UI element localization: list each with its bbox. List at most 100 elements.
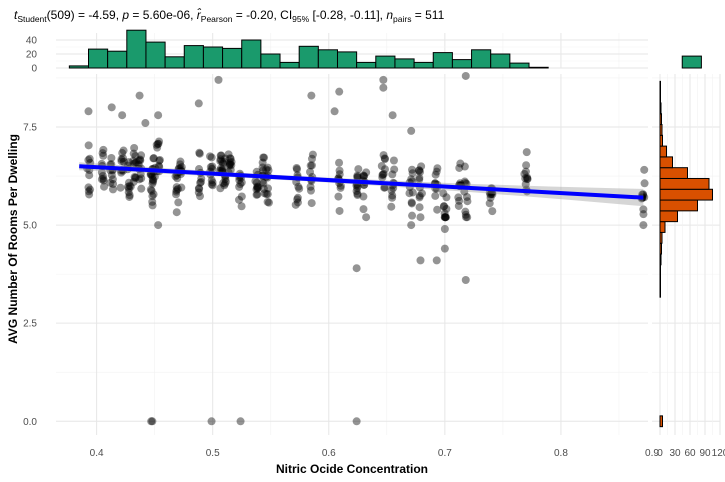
scatter-point <box>218 159 227 168</box>
scatter-point <box>521 180 530 189</box>
scatter-point <box>207 153 216 162</box>
scatter-point <box>352 187 361 196</box>
scatter-point <box>148 197 157 206</box>
scatter-point <box>379 169 388 178</box>
scatter-point <box>207 417 216 426</box>
scatter-point <box>117 155 126 164</box>
scatter-point <box>260 153 269 162</box>
scatter-point <box>124 158 133 167</box>
scatter-point <box>251 177 260 186</box>
scatter-point <box>106 178 115 187</box>
scatter-point <box>130 143 139 152</box>
scatter-point <box>439 202 448 211</box>
scatter-point <box>264 184 272 193</box>
scatter-point <box>639 210 648 219</box>
scatter-point <box>252 167 261 176</box>
scatter-point <box>440 202 448 211</box>
right-histogram-bar <box>659 415 663 428</box>
scatter-point <box>408 188 417 197</box>
scatter-point <box>208 164 216 173</box>
x-tick-label: 0.4 <box>90 448 104 459</box>
scatter-point <box>454 193 463 202</box>
scatter-point <box>380 183 389 192</box>
scatter-point <box>253 184 262 193</box>
right-x-tick-label: 90 <box>699 448 711 459</box>
top-histogram-bar <box>451 59 473 69</box>
scatter-point <box>335 166 344 175</box>
scatter-point <box>417 189 426 198</box>
right-x-tick-label: 120 <box>712 448 725 459</box>
scatter-point <box>259 179 268 188</box>
right-histogram-bar <box>659 188 713 201</box>
top-histogram-bar <box>107 50 128 69</box>
scatter-point <box>307 91 316 100</box>
scatter-point <box>263 163 272 172</box>
right-histogram-bar <box>659 124 663 136</box>
main-tick-labels: 0.4 0.5 0.6 0.7 0.8 0.0 2.5 5.0 7.5 <box>23 122 568 459</box>
right-x-tick-label: 0 <box>657 448 663 459</box>
scatter-point <box>259 153 268 162</box>
scatter-point <box>147 186 156 195</box>
scatter-point <box>293 195 302 204</box>
scatter-point <box>415 166 424 175</box>
scatter-point <box>137 151 146 160</box>
scatter-point <box>131 174 140 183</box>
scatter-point <box>131 152 140 160</box>
scatter-point <box>353 171 362 180</box>
scatter-point <box>206 152 215 161</box>
scatter-point <box>149 176 158 185</box>
scatter-point <box>521 167 530 176</box>
scatter-point <box>116 183 125 192</box>
scatter-point <box>258 177 267 186</box>
scatter-point <box>235 195 244 204</box>
scatter-point <box>148 201 157 210</box>
scatter-point <box>463 197 472 206</box>
scatter-point <box>415 173 424 182</box>
scatter-point <box>235 182 244 191</box>
scatter-point <box>218 164 227 173</box>
scatter-point <box>132 158 141 167</box>
scatter-point <box>216 155 225 164</box>
top-histogram-bar <box>528 66 549 69</box>
scatter-point <box>129 177 138 186</box>
scatter-point <box>455 163 464 172</box>
right-x-tick-label: 60 <box>684 448 696 459</box>
scatter-point <box>294 182 303 191</box>
scatter-point <box>640 179 649 188</box>
scatter-point <box>226 165 235 174</box>
scatter-point <box>154 221 163 230</box>
right-histogram-bar <box>659 199 698 212</box>
scatter-point <box>387 202 396 211</box>
scatter-point <box>353 172 362 181</box>
scatter-point <box>433 205 442 214</box>
top-y-tick-label: 40 <box>26 36 38 47</box>
scatter-point <box>137 174 146 183</box>
scatter-point <box>154 139 163 148</box>
scatter-point <box>335 170 344 179</box>
scatter-point <box>131 173 140 182</box>
scatter-point <box>259 166 268 175</box>
scatter-point <box>387 186 396 195</box>
scatter-point <box>235 176 244 185</box>
right-histogram-bar <box>659 145 667 158</box>
scatter-point <box>353 184 362 193</box>
scatter-point <box>522 148 531 157</box>
subtitle-t-subscript: Student <box>17 14 47 24</box>
scatter-point <box>487 189 496 198</box>
top-histogram-bar <box>68 65 89 69</box>
scatter-point <box>208 162 217 171</box>
scatter-point <box>520 169 529 178</box>
scatter-point <box>99 145 108 154</box>
scatter-point <box>148 179 157 188</box>
scatter-point <box>456 179 465 188</box>
scatter-point <box>173 174 182 183</box>
right-histogram-bar <box>659 134 663 147</box>
scatter-point <box>307 161 316 170</box>
scatter-point <box>334 192 343 201</box>
scatter-point <box>214 75 223 84</box>
scatter-point <box>207 176 216 185</box>
scatter-point <box>85 171 94 180</box>
scatter-point <box>523 174 532 183</box>
scatter-point <box>461 179 470 187</box>
top-histogram-bar <box>509 62 530 69</box>
